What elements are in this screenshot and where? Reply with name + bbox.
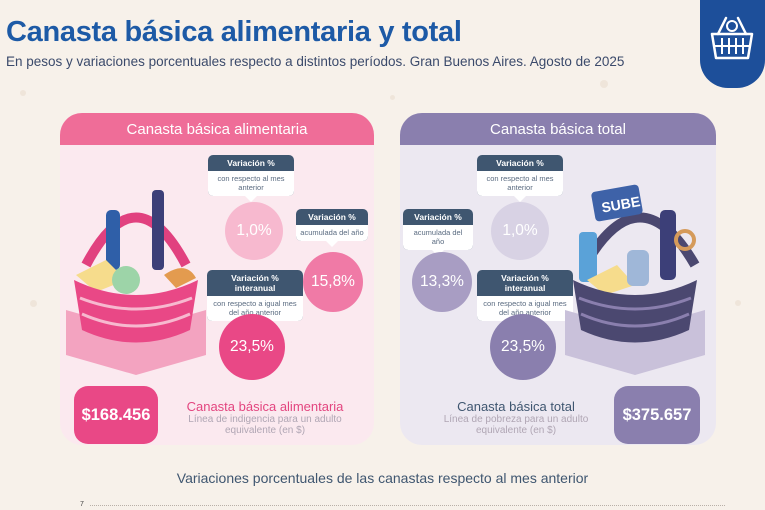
cba-card-header: Canasta básica alimentaria bbox=[60, 113, 374, 145]
tag-title: Variación % interanual bbox=[501, 273, 549, 293]
cbt-price-label: Canasta básica total Línea de pobreza pa… bbox=[418, 399, 614, 437]
tag-title: Variación % interanual bbox=[231, 273, 279, 293]
tag-subtitle: con respecto al mes anterior bbox=[477, 171, 563, 196]
tag-subtitle: acumulada del año bbox=[296, 225, 368, 241]
tag-subtitle: con respecto al mes anterior bbox=[208, 171, 294, 196]
cba-monthly-tag: Variación % con respecto al mes anterior bbox=[208, 155, 294, 202]
chart-axis-tick: 7 bbox=[80, 501, 84, 508]
cbt-card-header: Canasta básica total bbox=[400, 113, 716, 145]
food-basket-illustration bbox=[66, 190, 206, 375]
logo-badge bbox=[700, 0, 765, 88]
page-subtitle: En pesos y variaciones porcentuales resp… bbox=[6, 54, 625, 69]
goods-basket-illustration: SUBE bbox=[565, 184, 705, 375]
page-title: Canasta básica alimentaria y total bbox=[6, 16, 462, 48]
cbt-ytd-tag: Variación % acumulada del año bbox=[403, 209, 473, 256]
cba-monthly-variation: 1,0% bbox=[225, 202, 283, 260]
cbt-ytd-variation: 13,3% bbox=[412, 252, 472, 312]
tag-title: Variación % bbox=[308, 212, 356, 222]
cbt-price: $375.657 bbox=[614, 386, 700, 444]
cba-price-subtitle: Línea de indigencia para un adulto equiv… bbox=[188, 414, 342, 436]
tag-title: Variación % bbox=[496, 158, 544, 168]
cba-yoy-variation: 23,5% bbox=[219, 314, 285, 380]
cba-price: $168.456 bbox=[74, 386, 158, 444]
cbt-monthly-tag: Variación % con respecto al mes anterior bbox=[477, 155, 563, 202]
chart-gridline bbox=[90, 505, 725, 506]
tag-title: Variación % bbox=[227, 158, 275, 168]
shopping-basket-icon bbox=[710, 16, 754, 60]
cba-ytd-tag: Variación % acumulada del año bbox=[296, 209, 368, 247]
cbt-price-subtitle: Línea de pobreza para un adulto equivale… bbox=[443, 414, 589, 436]
sube-card-label: SUBE bbox=[600, 193, 641, 216]
tag-title: Variación % bbox=[414, 212, 462, 222]
cbt-yoy-variation: 23,5% bbox=[490, 314, 556, 380]
cbt-monthly-variation: 1,0% bbox=[491, 202, 549, 260]
tag-subtitle: con respecto a igual mes del año anterio… bbox=[207, 296, 303, 321]
chart-section-title: Variaciones porcentuales de las canastas… bbox=[176, 470, 589, 486]
tag-subtitle: acumulada del año bbox=[403, 225, 473, 250]
cba-price-title: Canasta básica alimentaria bbox=[186, 399, 344, 414]
cbt-price-title: Canasta básica total bbox=[457, 399, 575, 414]
cba-price-label: Canasta básica alimentaria Línea de indi… bbox=[170, 399, 360, 437]
cba-ytd-variation: 15,8% bbox=[303, 252, 363, 312]
